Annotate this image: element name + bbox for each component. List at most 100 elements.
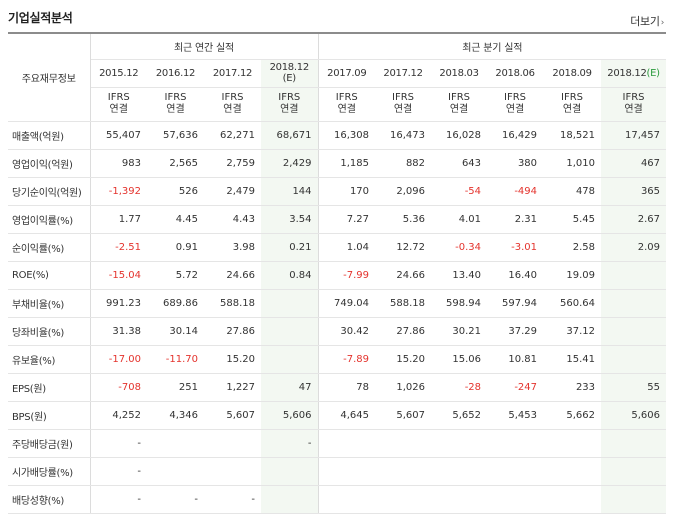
table-row: 순이익률(%) -2.51 0.91 3.98 0.21 1.04 12.72 -0.34 -3… [8,233,667,262]
table-cell: 2,429 [261,149,319,178]
table-cell: 31.38 [89,317,147,346]
table-cell: 18,521 [543,121,602,150]
chevron-right-icon: › [660,18,665,28]
table-cell: 144 [261,177,319,206]
table-cell [487,457,544,486]
table-cell: 2.58 [543,233,602,262]
row-label: 당기순이익(억원) [8,177,91,206]
table-cell: 1,227 [204,372,261,402]
period-header: 2016.12 [147,59,204,88]
period-label: 2017.12 [212,67,253,79]
table-cell: 4,645 [317,401,376,430]
table-cell: 2.67 [601,204,667,234]
period-header: 2018.03 [431,59,488,88]
period-label: 2015.12 [99,67,139,79]
table-cell: 16,473 [375,121,432,150]
table-cell: 30.42 [317,317,376,346]
table-cell: 2.09 [601,233,667,262]
table-cell: 749.04 [317,288,376,318]
table-cell: 55 [601,372,667,402]
table-cell [375,457,432,486]
period-label: 2018.12 [269,62,310,73]
table-cell [487,428,544,458]
standard-top: IFRS [335,92,358,103]
accounting-standard: IFRS 연결 [543,87,602,122]
period-header: 2018.12(E) [601,59,667,88]
table-cell: 15.06 [431,345,488,374]
table-cell: 467 [601,149,667,178]
table-cell: -2.51 [89,233,147,262]
accounting-standard: IFRS 연결 [204,87,261,122]
standard-bottom: 연결 [562,104,582,115]
period-label: 2018.12 [607,67,647,79]
table-cell: 597.94 [487,288,544,318]
table-cell [261,317,319,346]
period-label: 2018.09 [552,67,592,79]
table-cell [487,485,544,514]
table-cell [204,457,261,486]
table-cell [147,428,204,458]
table-cell: 5,662 [543,401,602,430]
standard-bottom: 연결 [624,104,643,115]
table-cell: 30.21 [431,317,488,346]
table-cell: 1,010 [543,149,602,178]
quarterly-group-header: 최근 분기 실적 [317,33,667,60]
table-cell: 5.45 [543,204,602,234]
row-label: BPS(원) [8,401,91,430]
table-cell: -7.89 [317,345,376,374]
row-label: 부채비율(%) [8,288,91,318]
accounting-standard: IFRS 연결 [601,87,667,122]
table-cell [601,428,667,458]
table-cell: -1,392 [89,177,147,206]
accounting-standard: IFRS 연결 [317,87,376,122]
table-cell: 1,026 [375,372,432,402]
table-cell: -7.99 [317,261,376,290]
table-cell: -708 [89,372,147,402]
table-cell: 4,252 [89,401,147,430]
table-cell: -28 [431,372,488,402]
table-cell: 78 [317,372,376,402]
accounting-standard: IFRS 연결 [375,87,432,122]
table-cell: 15.20 [204,345,261,374]
table-cell: 2.31 [487,204,544,234]
annual-group-header: 최근 연간 실적 [89,33,319,60]
table-cell: 1,185 [317,149,376,178]
table-cell: -247 [487,372,544,402]
more-link[interactable]: 더보기› [630,13,664,29]
table-row: 배당성향(%) - - - [8,485,667,514]
table-cell: 0.21 [261,233,319,262]
row-label: 주당배당금(원) [8,428,91,458]
table-cell: 16,028 [431,121,488,150]
table-cell: 5.36 [375,204,432,234]
standard-bottom: 연결 [223,104,242,115]
table-cell: 983 [89,149,147,178]
standard-top: IFRS [107,92,130,103]
row-label: 매출액(억원) [8,121,91,150]
table-cell: 365 [601,177,667,206]
standard-top: IFRS [221,92,244,103]
table-cell [601,485,667,514]
table-cell: 19.09 [543,261,602,290]
table-cell [431,428,488,458]
table-cell: 5,606 [601,401,667,430]
table-cell: 57,636 [147,121,204,150]
period-header: 2018.06 [487,59,544,88]
table-cell: 3.54 [261,204,319,234]
table-cell: 27.86 [204,317,261,346]
more-label: 더보기 [630,15,660,28]
table-cell [543,457,602,486]
row-label: EPS(원) [8,372,91,402]
standard-top: IFRS [622,92,645,103]
table-cell: 68,671 [261,121,319,150]
table-cell: 251 [147,372,204,402]
standard-top: IFRS [392,92,415,103]
row-label: 영업이익률(%) [8,204,91,234]
period-header: 2018.12(E) [261,59,319,88]
table-cell: -0.34 [431,233,488,262]
table-cell [204,428,261,458]
period-header: 2017.12 [375,59,432,88]
table-cell [601,317,667,346]
table-cell: 30.14 [147,317,204,346]
table-cell: 5,652 [431,401,488,430]
table-cell: -494 [487,177,544,206]
